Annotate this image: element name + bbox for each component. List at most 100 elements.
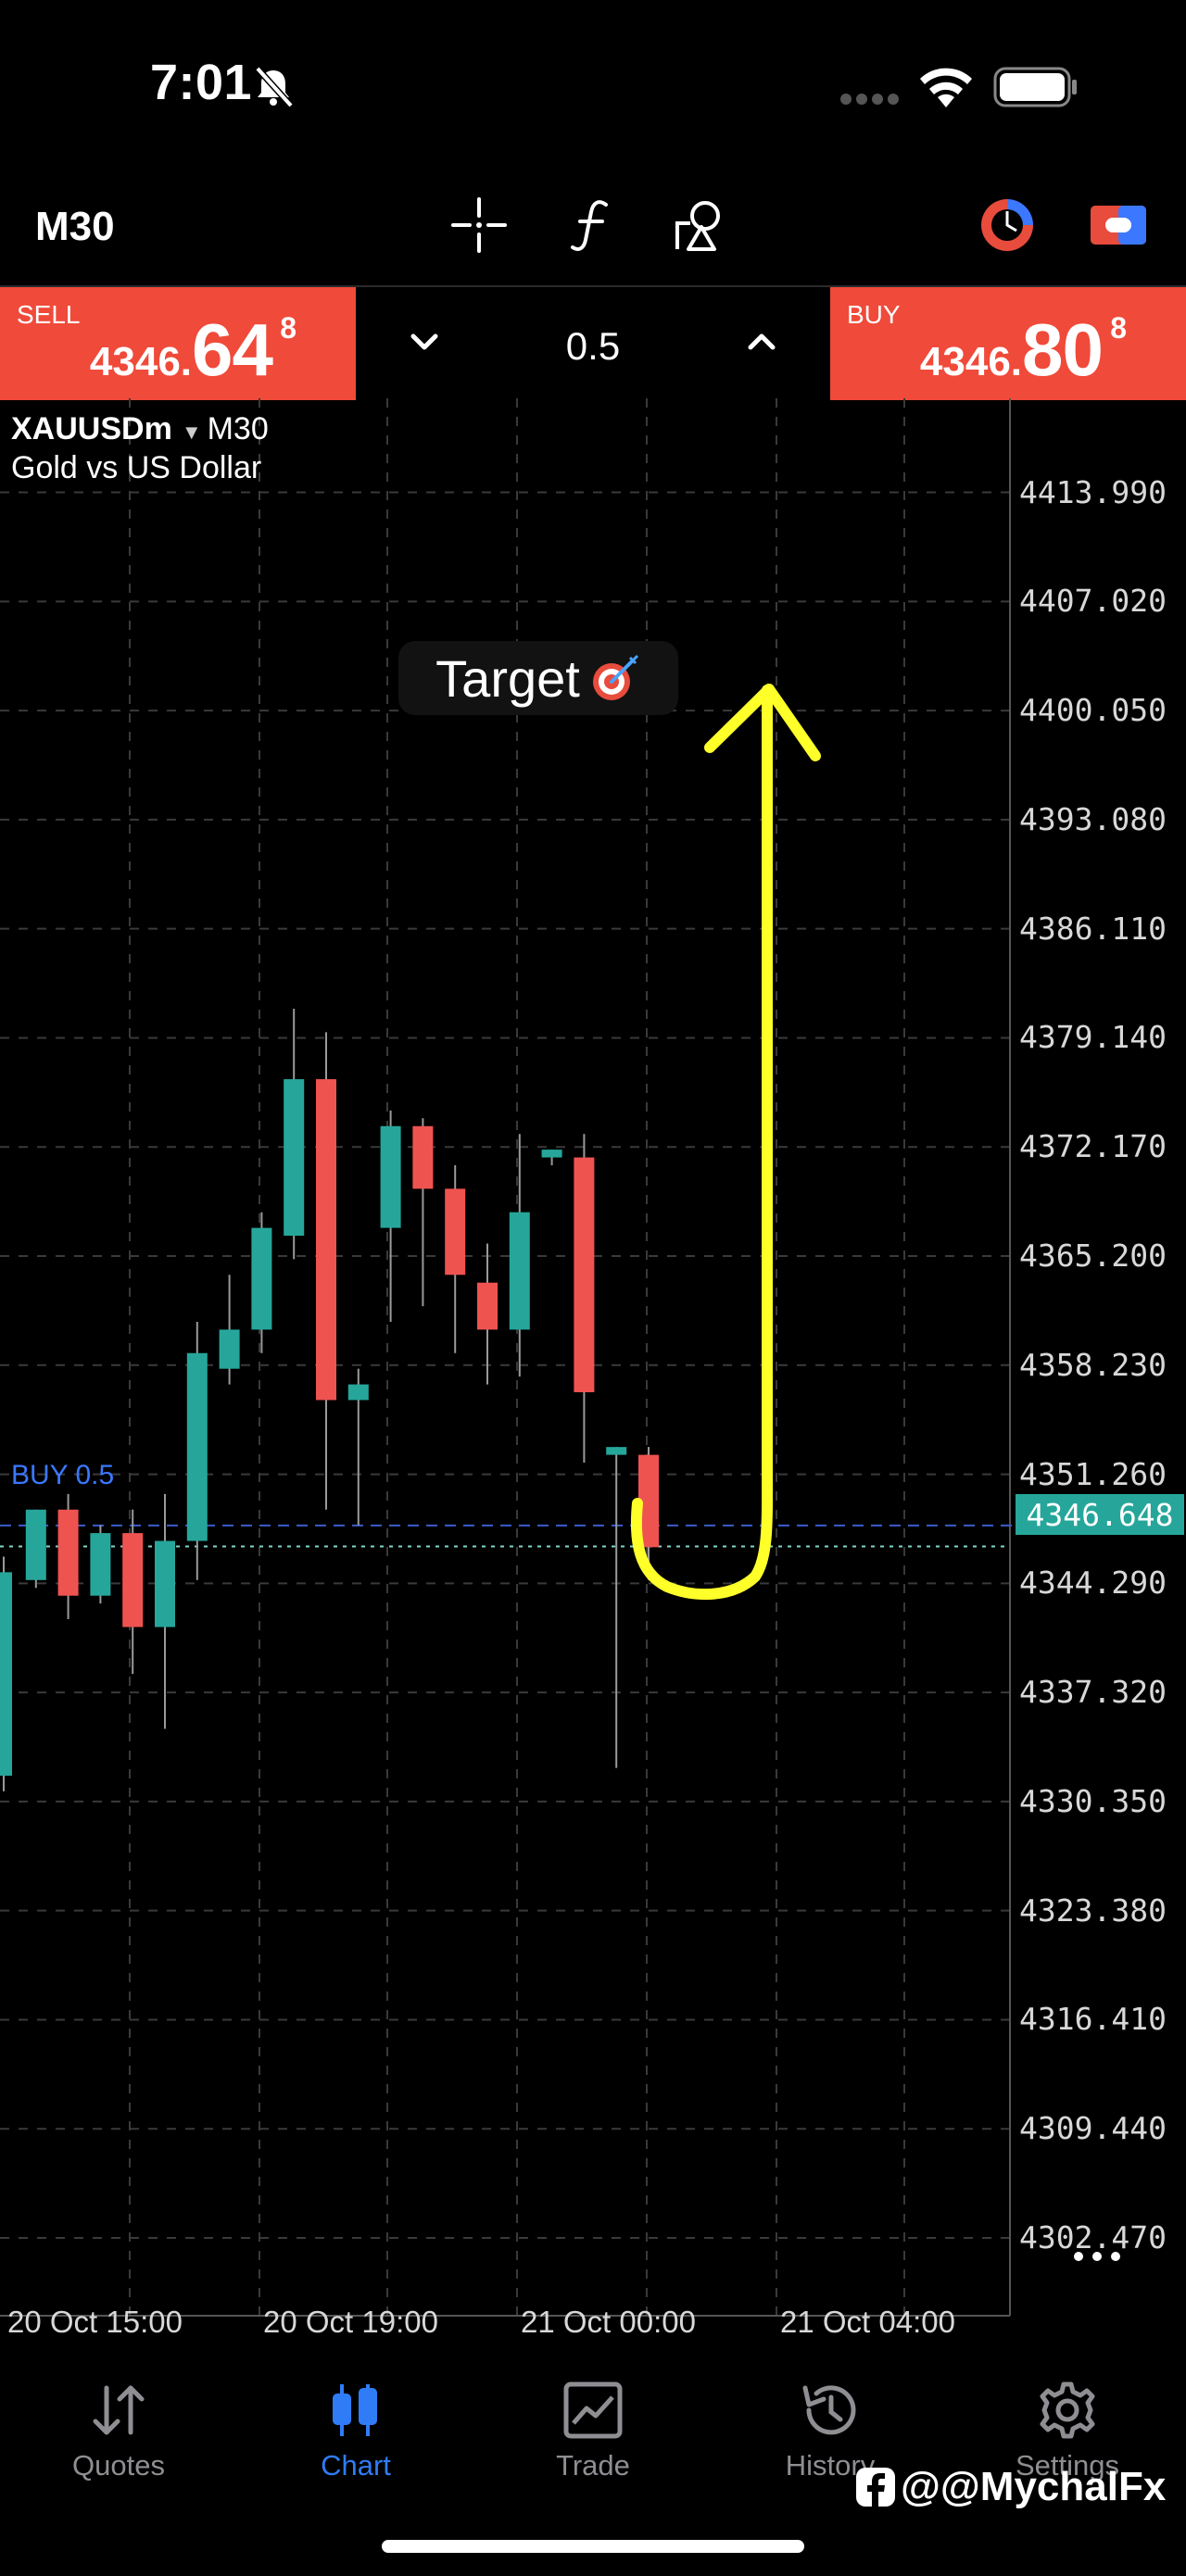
sell-price-main: 4346.: [89, 339, 193, 384]
objects-icon[interactable]: [669, 193, 734, 258]
candle: [57, 1493, 79, 1620]
x-tick-label: 20 Oct 15:00: [7, 2305, 183, 2339]
buy-price-main: 4346.: [919, 339, 1023, 384]
status-bar: 7:01: [0, 0, 1186, 167]
dart-target-icon: [592, 654, 638, 700]
candle: [90, 1525, 111, 1604]
target-annotation: Target: [398, 641, 678, 715]
sell-button[interactable]: SELL 4346.64 8: [0, 287, 356, 400]
timeframe-selector[interactable]: M30: [35, 204, 115, 249]
candle: [606, 1447, 627, 1768]
chevron-up-icon[interactable]: [745, 328, 778, 356]
candle: [284, 1009, 305, 1260]
trade-toggle-icon[interactable]: [1086, 193, 1151, 258]
nav-chart[interactable]: Chart: [237, 2362, 474, 2482]
candle: [251, 1212, 272, 1353]
one-click-icon[interactable]: [975, 193, 1040, 258]
one-click-trade-bar: SELL 4346.64 8 0.5 BUY 4346.80 8: [0, 285, 1186, 400]
candle-body: [412, 1125, 434, 1189]
y-tick-label: 4330.350: [1019, 1782, 1167, 1819]
crosshair-icon[interactable]: [447, 193, 511, 258]
candle: [316, 1032, 336, 1510]
sell-label: SELL: [17, 300, 81, 329]
candle-body: [316, 1079, 336, 1401]
settings-gear-icon: [1040, 2381, 1095, 2439]
symbol-description: Gold vs US Dollar: [11, 450, 262, 485]
nav-trade[interactable]: Trade: [474, 2362, 712, 2482]
candle-body: [574, 1157, 595, 1393]
candle: [347, 1368, 369, 1526]
buy-price-sup: 8: [1110, 311, 1127, 345]
y-tick-label: 4351.260: [1019, 1455, 1167, 1492]
y-tick-label: 4309.440: [1019, 2110, 1167, 2147]
symbol-name: XAUUSDm: [11, 411, 172, 446]
nav-quotes[interactable]: Quotes: [0, 2362, 237, 2482]
cellular-dots-icon: [840, 94, 899, 105]
y-tick-label: 4393.080: [1019, 800, 1167, 837]
candle-body: [541, 1150, 562, 1158]
y-tick-label: 4400.050: [1019, 692, 1167, 729]
function-icon[interactable]: [560, 193, 625, 258]
facebook-icon: [856, 2468, 895, 2507]
nav-label-chart: Chart: [321, 2449, 391, 2482]
buy-button[interactable]: BUY 4346.80 8: [830, 287, 1186, 400]
chevron-down-icon[interactable]: [408, 328, 441, 356]
price-chart[interactable]: XAUUSDm ▼ M30 Gold vs US Dollar Target 441…: [0, 398, 1186, 2362]
candle: [412, 1118, 434, 1307]
watermark: @@MychalFx: [854, 2464, 1166, 2510]
watermark-text: @@MychalFx: [901, 2464, 1167, 2509]
y-tick-label: 4323.380: [1019, 1891, 1167, 1929]
candle-body: [606, 1447, 627, 1455]
candle-body: [380, 1125, 401, 1228]
candle: [122, 1509, 144, 1675]
candle-body: [122, 1533, 144, 1627]
y-tick-label: 4386.110: [1019, 910, 1167, 947]
candle: [25, 1509, 46, 1589]
candle-body: [477, 1282, 498, 1330]
y-tick-label: 4358.230: [1019, 1346, 1167, 1383]
history-clock-icon: [802, 2385, 856, 2435]
candle: [574, 1134, 595, 1464]
candle: [0, 1556, 12, 1791]
nav-label-settings: Settings: [1015, 2449, 1119, 2482]
x-tick-label: 21 Oct 04:00: [780, 2305, 955, 2339]
y-tick-label: 4379.140: [1019, 1019, 1167, 1056]
sell-price: 4346.64 8: [89, 308, 296, 393]
candlestick-chart[interactable]: [0, 398, 1186, 2362]
y-tick-label: 4344.290: [1019, 1564, 1167, 1602]
candle: [509, 1134, 530, 1377]
candle-body: [445, 1188, 466, 1275]
volume-value[interactable]: 0.5: [565, 324, 621, 368]
buy-label: BUY: [847, 300, 901, 329]
y-tick-label: 4365.200: [1019, 1238, 1167, 1274]
nav-settings[interactable]: Settings: [949, 2362, 1186, 2482]
candle-body: [347, 1384, 369, 1401]
candle: [445, 1165, 466, 1353]
candle-body: [0, 1572, 12, 1777]
candle-body: [186, 1352, 208, 1541]
candle-body: [219, 1329, 240, 1369]
chart-symbol[interactable]: XAUUSDm ▼ M30: [11, 411, 269, 447]
candle-body: [57, 1509, 79, 1596]
symbol-dropdown-icon: ▼: [181, 421, 202, 444]
sell-price-big: 64: [192, 308, 273, 391]
bottom-navigation: Quotes Chart Trade History: [0, 2362, 1186, 2576]
buy-price: 4346.80 8: [919, 308, 1127, 393]
chart-toolbar: M30: [0, 167, 1186, 287]
quotes-arrows-icon: [93, 2385, 145, 2435]
y-tick-label: 4413.990: [1019, 473, 1167, 510]
candle: [541, 1150, 562, 1165]
buy-position-label[interactable]: BUY 0.5: [11, 1460, 115, 1490]
target-arrowhead: [704, 684, 821, 761]
target-label: Target: [435, 648, 580, 708]
home-indicator[interactable]: [382, 2540, 804, 2553]
x-tick-label: 21 Oct 00:00: [521, 2305, 696, 2339]
trade-chart-icon: [563, 2381, 623, 2439]
more-options-icon[interactable]: [1071, 2249, 1123, 2264]
y-tick-label: 4337.320: [1019, 1674, 1167, 1711]
nav-label-quotes: Quotes: [72, 2449, 165, 2482]
battery-icon: [993, 67, 1077, 107]
buy-price-big: 80: [1022, 308, 1104, 391]
candle-body: [638, 1454, 659, 1548]
candles-icon: [333, 2384, 377, 2436]
